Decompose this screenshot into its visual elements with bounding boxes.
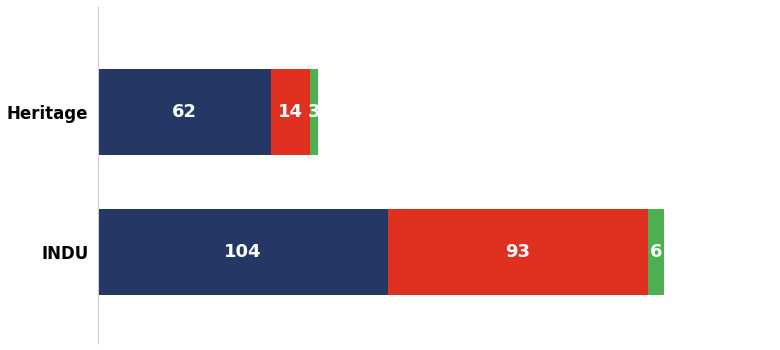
Text: 3: 3	[308, 103, 321, 121]
Text: 6: 6	[650, 243, 662, 261]
Bar	[647, 209, 665, 295]
Text: 93: 93	[505, 243, 530, 261]
Text: 14: 14	[278, 103, 303, 121]
Bar	[388, 209, 647, 295]
Bar	[271, 69, 310, 155]
Bar	[310, 69, 318, 155]
Text: 104: 104	[225, 243, 262, 261]
Bar	[98, 209, 388, 295]
Text: 62: 62	[172, 103, 197, 121]
Bar	[98, 69, 271, 155]
